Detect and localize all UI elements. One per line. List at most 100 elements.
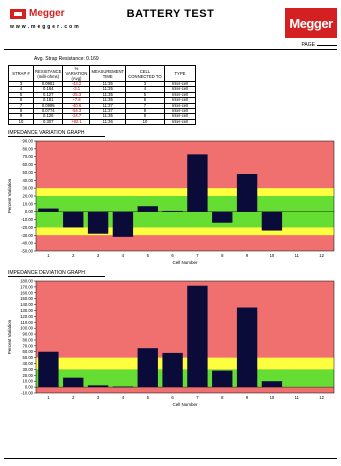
y-tick-label: -20.00 xyxy=(21,225,34,230)
y-tick-label: 120.00 xyxy=(20,314,33,319)
bar-cell-7 xyxy=(187,285,208,388)
megger-logo-large: Megger xyxy=(285,8,337,38)
y-tick-label: 10.00 xyxy=(23,379,34,384)
table-cell: 0.307 xyxy=(32,118,64,126)
bar-cell-1 xyxy=(38,351,59,388)
bar-cell-5 xyxy=(137,206,158,212)
bar-cell-2 xyxy=(63,377,84,388)
y-tick-label: 20.00 xyxy=(23,194,34,199)
x-tick-label: 3 xyxy=(97,395,100,400)
chart1-title-text: IMPEDANCE VARIATION GRAPH xyxy=(8,130,85,136)
col-header: % VARIATION (Avg) xyxy=(62,65,91,82)
chart1-title: IMPEDANCE VARIATION GRAPH xyxy=(8,130,105,137)
y-tick-label: 60.00 xyxy=(23,349,34,354)
y-axis-label: Percent Variation xyxy=(7,178,12,213)
bar-cell-5 xyxy=(137,348,158,388)
table-cell: +82.1 xyxy=(62,118,91,126)
megger-logo-small: Megger xyxy=(10,8,65,19)
bar-cell-9 xyxy=(236,174,258,212)
bar-cell-4 xyxy=(112,211,134,237)
y-tick-label: -40.00 xyxy=(21,241,34,246)
chart2-title: IMPEDANCE DEVIATION GRAPH xyxy=(8,270,105,277)
x-tick-label: 7 xyxy=(196,395,199,400)
y-tick-label: 150.00 xyxy=(20,296,33,301)
y-tick-label: 70.00 xyxy=(23,343,34,348)
bar-cell-10 xyxy=(261,381,283,388)
bar-cell-8 xyxy=(212,211,233,223)
x-tick-label: 11 xyxy=(295,395,300,400)
impedance-deviation-chart: 180.00170.00160.00150.00140.00130.00120.… xyxy=(7,279,335,407)
x-tick-label: 9 xyxy=(246,253,249,258)
x-tick-label: 2 xyxy=(72,253,75,258)
header-divider xyxy=(4,49,337,50)
x-tick-label: 5 xyxy=(147,395,150,400)
y-tick-label: -50.00 xyxy=(21,249,34,254)
bar-cell-7 xyxy=(187,154,208,212)
x-tick-label: 6 xyxy=(171,253,174,258)
y-tick-label: 70.00 xyxy=(23,154,34,159)
x-tick-label: 9 xyxy=(246,395,249,400)
chart2-title-text: IMPEDANCE DEVIATION GRAPH xyxy=(8,270,85,276)
y-tick-label: 50.00 xyxy=(23,355,34,360)
x-axis-label: Cell Number xyxy=(172,402,198,407)
y-tick-label: 80.00 xyxy=(23,146,34,151)
y-tick-label: 30.00 xyxy=(23,186,34,191)
x-tick-label: 10 xyxy=(270,395,275,400)
x-tick-label: 3 xyxy=(97,253,100,258)
col-header: MEASUREMENT TIME xyxy=(89,65,126,82)
x-tick-label: 4 xyxy=(122,395,125,400)
y-tick-label: 140.00 xyxy=(20,302,33,307)
band-red xyxy=(36,235,334,251)
x-tick-label: 1 xyxy=(47,253,50,258)
plot-frame xyxy=(35,280,335,394)
y-tick-label: 100.00 xyxy=(20,326,33,331)
y-tick-label: 160.00 xyxy=(20,290,33,295)
col-header: CELL CONNECTED TO xyxy=(124,65,165,82)
x-tick-label: 12 xyxy=(319,253,324,258)
avg-strap-resistance: Avg. Strap Resistance: 0.169 xyxy=(34,56,99,62)
website-url: w w w . m e g g e r . c o m xyxy=(10,24,79,30)
bar-cell-9 xyxy=(236,307,258,388)
band-red xyxy=(36,387,334,393)
col-header: STRAP # xyxy=(8,65,34,82)
band-red xyxy=(36,281,334,358)
table-cell: 10 xyxy=(8,118,34,126)
x-axis-label: Cell Number xyxy=(172,260,198,265)
x-tick-label: 2 xyxy=(72,395,75,400)
x-tick-label: 11 xyxy=(295,253,300,258)
band-yellow xyxy=(36,227,334,236)
col-header: TYPE xyxy=(163,65,196,82)
table-cell: 10 xyxy=(124,118,165,126)
x-tick-label: 6 xyxy=(171,395,174,400)
bar-cell-1 xyxy=(38,208,59,212)
page-number-field: PAGE xyxy=(301,42,337,48)
x-tick-label: 12 xyxy=(319,395,324,400)
y-tick-label: 0.00 xyxy=(25,209,34,214)
y-tick-label: -10.00 xyxy=(21,391,34,396)
footer-divider xyxy=(4,458,337,459)
bar-cell-6 xyxy=(162,210,183,212)
bar-cell-3 xyxy=(87,385,109,388)
y-tick-label: -10.00 xyxy=(21,217,34,222)
y-tick-label: 90.00 xyxy=(23,332,34,337)
page-label: PAGE xyxy=(301,42,315,48)
bar-cell-4 xyxy=(112,386,134,388)
band-yellow xyxy=(36,357,334,370)
y-tick-label: 130.00 xyxy=(20,308,33,313)
band-green xyxy=(36,369,334,388)
y-tick-label: 80.00 xyxy=(23,337,34,342)
y-tick-label: 30.00 xyxy=(23,367,34,372)
bar-cell-6 xyxy=(162,352,183,388)
x-tick-label: 1 xyxy=(47,395,50,400)
y-tick-label: 170.00 xyxy=(20,284,33,289)
y-tick-label: 20.00 xyxy=(23,373,34,378)
y-tick-label: 180.00 xyxy=(20,279,33,284)
logo-small-text: Megger xyxy=(29,8,65,19)
col-header: RESISTANCE (milli-ohms) xyxy=(32,65,64,82)
table-header-row: STRAP # RESISTANCE (milli-ohms) % VARIAT… xyxy=(8,65,196,82)
y-tick-label: 50.00 xyxy=(23,170,34,175)
x-tick-label: 4 xyxy=(122,253,125,258)
x-tick-label: 5 xyxy=(147,253,150,258)
y-axis-label: Percent Variation xyxy=(7,319,12,354)
table-row: 8 0.0774 -54.3 11:37 8 Inter-cell xyxy=(8,107,196,115)
